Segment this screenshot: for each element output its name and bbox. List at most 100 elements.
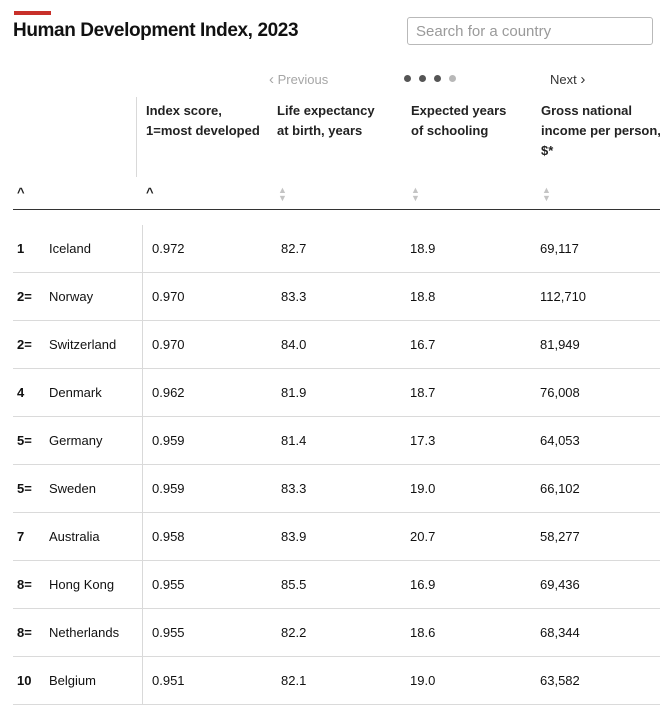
school-cell: 18.8 (410, 289, 436, 304)
rank-cell: 2= (17, 337, 32, 352)
column-header-school-line: of schooling (411, 123, 489, 138)
rank-cell: 10 (17, 673, 32, 688)
life-cell: 81.4 (281, 433, 307, 448)
page-title: Human Development Index, 2023 (13, 20, 299, 41)
column-header-life-expectancy[interactable]: Life expectancy at birth, years (277, 101, 375, 141)
table-body: 1 Iceland 0.972 82.7 18.9 69,117 2= Norw… (13, 225, 660, 705)
column-header-schooling[interactable]: Expected years of schooling (411, 101, 506, 141)
sort-school-both-icon[interactable]: ▲ ▼ (411, 185, 420, 203)
index-cell: 0.972 (152, 241, 185, 256)
school-cell: 19.0 (410, 673, 436, 688)
table-row: 2= Switzerland 0.970 84.0 16.7 81,949 (13, 321, 660, 369)
sort-index-caret-up-icon[interactable]: ^ (146, 185, 154, 200)
school-cell: 19.0 (410, 481, 436, 496)
country-cell: Australia (49, 529, 100, 544)
page-dot-1[interactable] (404, 75, 411, 82)
index-cell: 0.970 (152, 289, 185, 304)
rank-cell: 1 (17, 241, 25, 256)
index-cell: 0.958 (152, 529, 185, 544)
life-cell: 84.0 (281, 337, 307, 352)
table-row: 7 Australia 0.958 83.9 20.7 58,277 (13, 513, 660, 561)
school-cell: 18.9 (410, 241, 436, 256)
table-row: 10 Belgium 0.951 82.1 19.0 63,582 (13, 657, 660, 705)
life-cell: 82.7 (281, 241, 307, 256)
header-rule (13, 209, 660, 210)
life-cell: 82.1 (281, 673, 307, 688)
accent-bar (14, 11, 51, 15)
row-divider (142, 321, 143, 368)
row-divider (142, 273, 143, 320)
column-header-school-line: Expected years (411, 103, 507, 118)
row-divider (142, 369, 143, 416)
index-cell: 0.959 (152, 433, 185, 448)
rank-cell: 7 (17, 529, 25, 544)
page-dot-3[interactable] (434, 75, 441, 82)
row-divider (142, 657, 143, 704)
income-cell: 58,277 (540, 529, 580, 544)
income-cell: 66,102 (540, 481, 580, 496)
income-cell: 69,117 (540, 241, 579, 256)
country-cell: Switzerland (49, 337, 117, 352)
index-cell: 0.955 (152, 577, 185, 592)
table-row: 8= Hong Kong 0.955 85.5 16.9 69,436 (13, 561, 660, 609)
rank-cell: 4 (17, 385, 25, 400)
row-divider (142, 513, 143, 560)
school-cell: 20.7 (410, 529, 436, 544)
school-cell: 17.3 (410, 433, 436, 448)
life-cell: 82.2 (281, 625, 307, 640)
table-row: 1 Iceland 0.972 82.7 18.9 69,117 (13, 225, 660, 273)
country-cell: Denmark (49, 385, 102, 400)
country-cell: Netherlands (49, 625, 120, 640)
header-divider (136, 97, 137, 177)
table-row: 5= Germany 0.959 81.4 17.3 64,053 (13, 417, 660, 465)
index-cell: 0.970 (152, 337, 185, 352)
column-header-index-line: 1=most developed (146, 123, 260, 138)
table-row: 2= Norway 0.970 83.3 18.8 112,710 (13, 273, 660, 321)
column-header-income-line: $* (541, 143, 554, 158)
country-cell: Norway (49, 289, 94, 304)
life-cell: 85.5 (281, 577, 307, 592)
column-header-income-line: Gross national (541, 103, 633, 118)
row-divider (142, 561, 143, 608)
previous-button[interactable]: ‹ Previous (269, 71, 328, 88)
row-divider (142, 465, 143, 512)
table-row: 5= Sweden 0.959 83.3 19.0 66,102 (13, 465, 660, 513)
school-cell: 16.7 (410, 337, 436, 352)
table-row: 8= Netherlands 0.955 82.2 18.6 68,344 (13, 609, 660, 657)
rank-cell: 8= (17, 577, 32, 592)
search-input[interactable] (407, 17, 653, 45)
column-header-income[interactable]: Gross national income per person, $* (541, 101, 661, 161)
next-button[interactable]: Next › (550, 71, 585, 88)
column-header-life-line: Life expectancy (277, 103, 375, 118)
life-cell: 81.9 (281, 385, 307, 400)
income-cell: 112,710 (540, 289, 587, 304)
row-divider (142, 609, 143, 656)
income-cell: 69,436 (540, 577, 580, 592)
rank-cell: 5= (17, 433, 32, 448)
country-cell: Iceland (49, 241, 91, 256)
sort-life-both-icon[interactable]: ▲ ▼ (278, 185, 287, 203)
life-cell: 83.3 (281, 289, 307, 304)
income-cell: 63,582 (540, 673, 580, 688)
chevron-left-icon: ‹ (269, 71, 274, 88)
column-header-life-line: at birth, years (277, 123, 363, 138)
income-cell: 64,053 (540, 433, 580, 448)
page-dot-2[interactable] (419, 75, 426, 82)
index-cell: 0.959 (152, 481, 185, 496)
column-header-index-line: Index score, (146, 103, 222, 118)
pagination-dots (404, 75, 456, 82)
rank-cell: 8= (17, 625, 32, 640)
school-cell: 16.9 (410, 577, 436, 592)
sort-income-both-icon[interactable]: ▲ ▼ (542, 185, 551, 203)
country-cell: Hong Kong (49, 577, 115, 592)
index-cell: 0.955 (152, 625, 185, 640)
page-dot-4[interactable] (449, 75, 456, 82)
rank-cell: 5= (17, 481, 32, 496)
country-cell: Sweden (49, 481, 96, 496)
sort-rank-caret-up-icon[interactable]: ^ (17, 185, 25, 200)
school-cell: 18.7 (410, 385, 436, 400)
index-cell: 0.951 (152, 673, 185, 688)
index-cell: 0.962 (152, 385, 185, 400)
column-header-index[interactable]: Index score, 1=most developed (146, 101, 260, 141)
next-label: Next (550, 72, 577, 87)
